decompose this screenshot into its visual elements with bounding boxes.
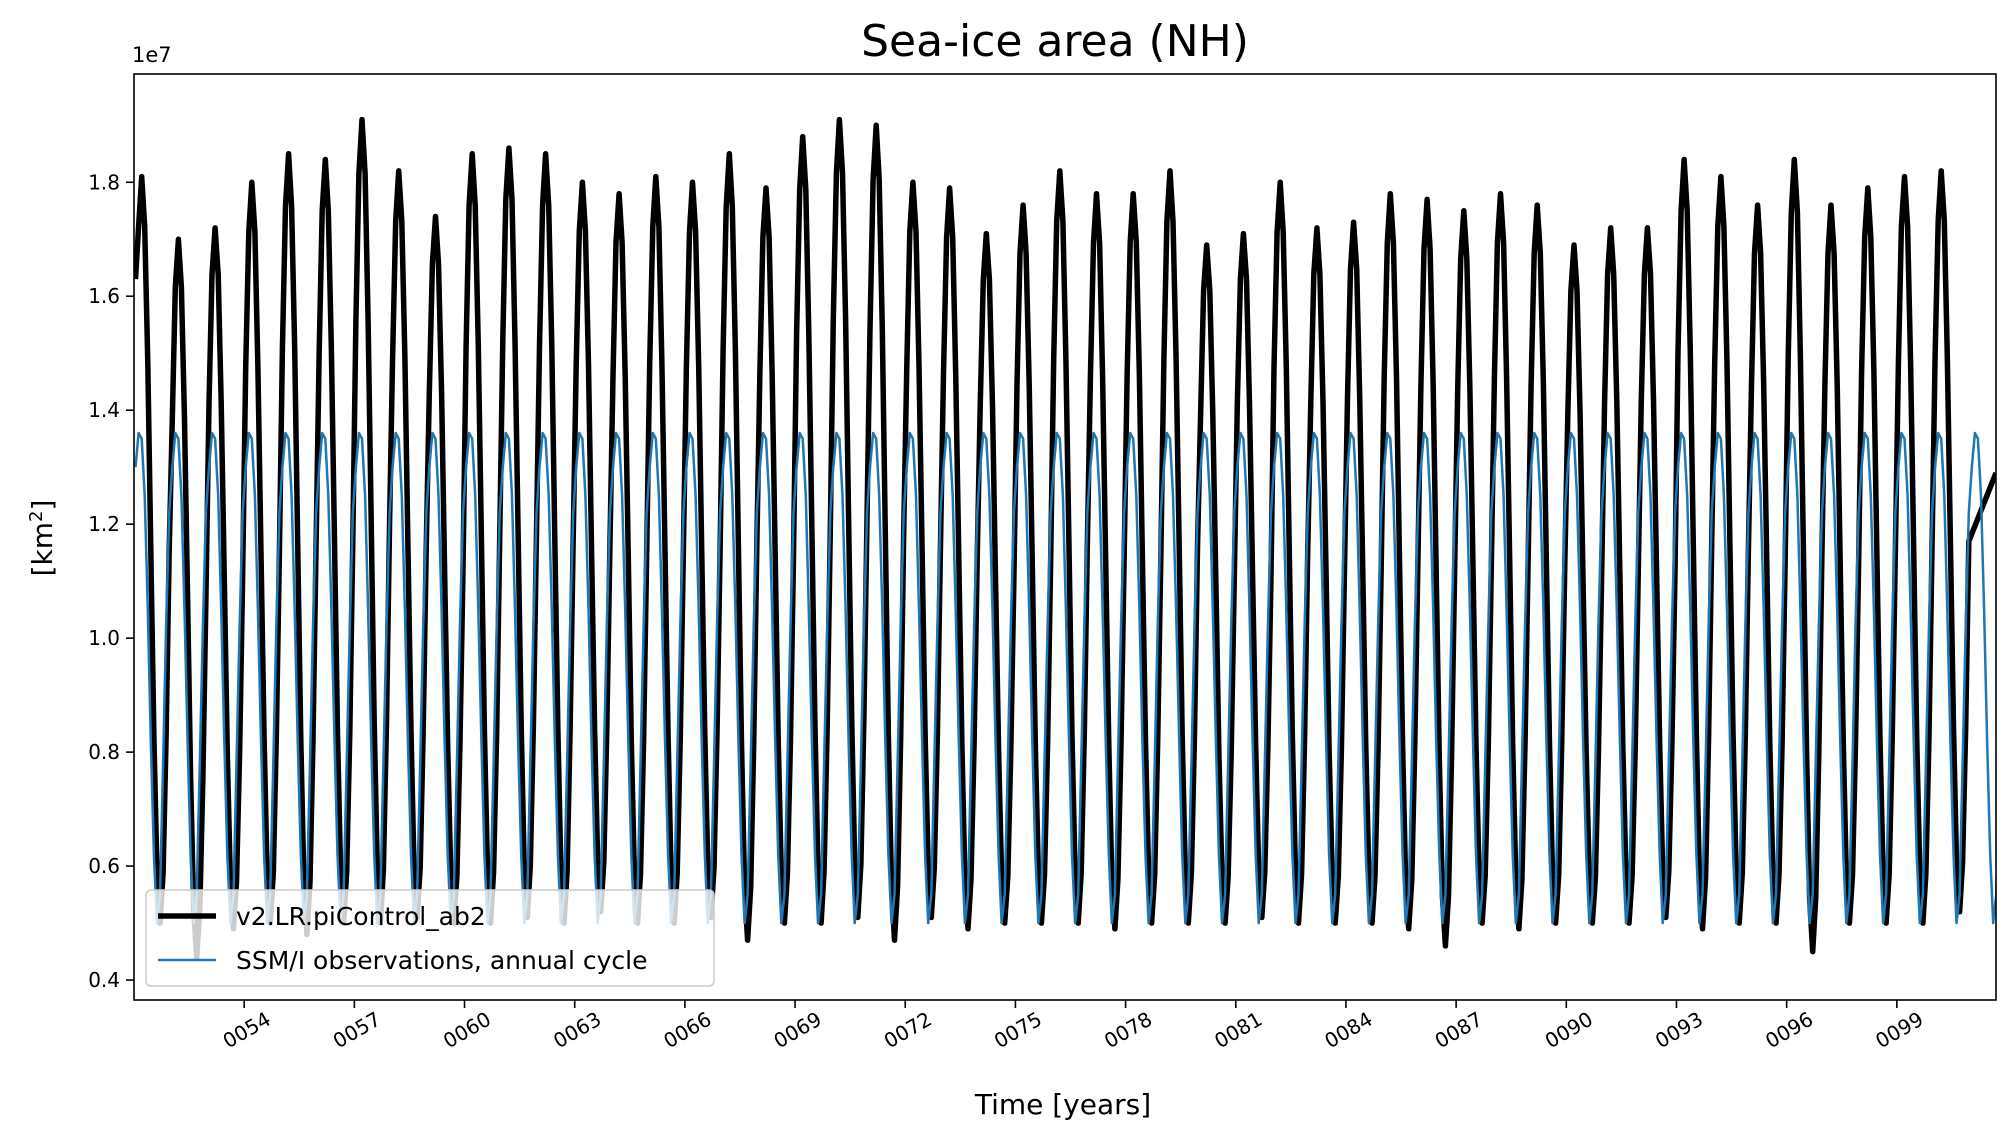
x-tick-label: 0063 [549,1007,605,1053]
legend: v2.LR.piControl_ab2 SSM/I observations, … [145,889,715,987]
model-series-line [134,116,1996,961]
y-tick-label: 1.8 [88,170,120,194]
y-axis-label-close: ] [26,500,59,511]
x-tick-label: 0090 [1541,1007,1597,1053]
x-tick-label: 0078 [1100,1007,1156,1053]
x-tick-label: 0072 [880,1007,936,1053]
plot-area [133,73,1997,1001]
legend-label-model: v2.LR.piControl_ab2 [236,902,486,931]
x-axis: 0054 0057 0060 0063 0066 0069 0072 0075 0078 0081… [219,1000,1927,1053]
x-tick-label: 0054 [219,1007,275,1053]
y-axis-label-main: [km [26,522,59,576]
observations-series-line [134,431,1996,925]
y-tick-label: 1.4 [88,398,120,422]
y-tick-label: 1.2 [88,512,120,536]
x-tick-label: 0057 [329,1007,385,1053]
x-tick-label: 0066 [659,1007,715,1053]
x-tick-label: 0087 [1431,1007,1487,1053]
x-tick-label: 0069 [770,1007,826,1053]
x-tick-label: 0096 [1761,1007,1817,1053]
y-axis: 0.4 0.6 0.8 1.0 1.2 1.4 1.6 1.8 [88,170,134,992]
y-tick-label: 0.6 [88,854,120,878]
x-tick-label: 0093 [1651,1007,1707,1053]
y-tick-label: 0.4 [88,968,120,992]
y-tick-label: 1.0 [88,626,120,650]
x-tick-label: 0081 [1210,1007,1266,1053]
legend-box [145,889,715,987]
y-tick-label: 0.8 [88,740,120,764]
y-tick-label: 1.6 [88,284,120,308]
x-tick-label: 0099 [1871,1007,1927,1053]
x-tick-label: 0060 [439,1007,495,1053]
x-tick-label: 0075 [990,1007,1046,1053]
chart-title: Sea-ice area (NH) [861,16,1249,67]
x-axis-label: Time [years] [974,1088,1151,1121]
y-axis-label-superscript: 2 [26,511,47,522]
x-tick-label: 0084 [1320,1007,1376,1053]
y-axis-label: [km2] [26,500,59,577]
legend-label-observations: SSM/I observations, annual cycle [236,946,648,975]
y-offset-text: 1e7 [132,43,172,67]
plot-frame [133,73,1997,1001]
